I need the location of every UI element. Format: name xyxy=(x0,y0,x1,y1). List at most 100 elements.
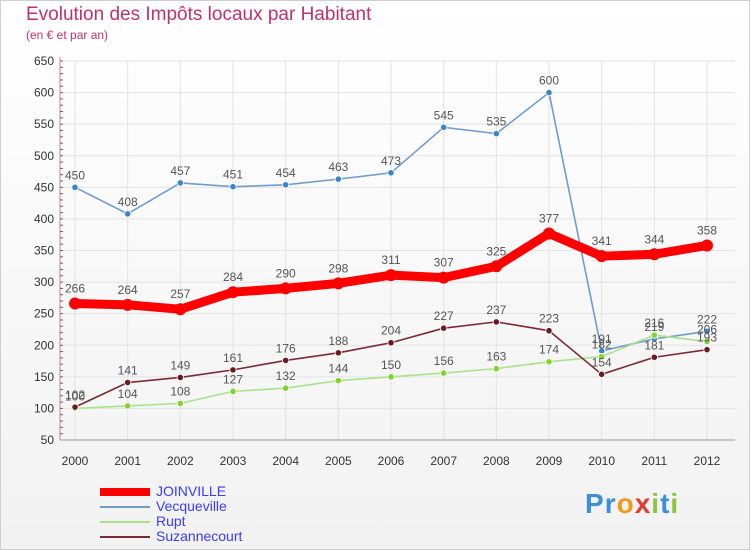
data-point-rupt xyxy=(334,377,342,385)
y-tick-label: 650 xyxy=(34,54,54,68)
legend-label: Suzannecourt xyxy=(156,528,243,544)
data-label-suzannecourt: 237 xyxy=(486,303,506,317)
data-label-rupt: 156 xyxy=(434,354,454,368)
y-tick-label: 300 xyxy=(34,275,54,289)
data-point-joinville xyxy=(332,277,345,290)
x-tick-label: 2002 xyxy=(167,454,194,468)
data-label-joinville: 344 xyxy=(644,232,664,246)
data-point-rupt xyxy=(545,358,553,366)
data-label-vecqueville: 222 xyxy=(697,312,717,326)
data-point-vecqueville xyxy=(545,88,553,97)
data-label-joinville: 264 xyxy=(118,283,138,297)
y-tick-label: 450 xyxy=(34,180,54,194)
data-point-suzannecourt xyxy=(650,353,658,361)
data-point-joinville xyxy=(437,271,450,284)
data-point-vecqueville xyxy=(124,210,132,218)
legend-swatch xyxy=(100,521,150,523)
data-point-vecqueville xyxy=(282,181,290,189)
data-label-vecqueville: 408 xyxy=(118,195,138,209)
y-tick-label: 100 xyxy=(34,401,54,415)
data-point-suzannecourt xyxy=(282,356,290,365)
data-point-vecqueville xyxy=(703,327,711,335)
chart-grid xyxy=(60,60,735,441)
x-tick-label: 2010 xyxy=(588,454,615,468)
data-label-suzannecourt: 149 xyxy=(170,358,190,372)
data-label-rupt: 163 xyxy=(486,350,506,364)
data-label-joinville: 325 xyxy=(486,244,506,258)
data-point-suzannecourt xyxy=(545,327,553,335)
data-label-joinville: 257 xyxy=(170,287,190,301)
data-point-vecqueville xyxy=(334,175,342,183)
data-label-joinville: 377 xyxy=(539,211,559,225)
data-point-joinville xyxy=(385,269,397,282)
data-point-suzannecourt xyxy=(176,373,184,382)
data-point-joinville xyxy=(174,303,187,316)
chart-subtitle: (en € et par an) xyxy=(26,28,109,42)
x-tick-label: 2006 xyxy=(378,454,405,468)
data-label-rupt: 150 xyxy=(381,358,401,372)
data-label-rupt: 206 xyxy=(697,322,717,336)
data-label-suzannecourt: 141 xyxy=(118,364,138,378)
data-label-joinville: 341 xyxy=(592,234,612,248)
x-tick-label: 2007 xyxy=(430,454,457,468)
data-label-vecqueville: 463 xyxy=(328,160,348,174)
data-label-joinville: 358 xyxy=(697,223,717,237)
data-label-rupt: 216 xyxy=(644,316,664,330)
x-tick-label: 2003 xyxy=(220,454,247,468)
data-label-suzannecourt: 176 xyxy=(276,341,296,355)
data-point-rupt xyxy=(176,399,184,407)
x-tick-label: 2012 xyxy=(694,454,721,468)
legend-swatch xyxy=(100,536,150,538)
logo-letter: r xyxy=(604,488,617,519)
y-tick-label: 500 xyxy=(34,149,54,163)
data-point-suzannecourt xyxy=(492,318,500,326)
logo-letter: i xyxy=(651,488,661,519)
chart-series xyxy=(69,88,713,413)
data-point-joinville xyxy=(279,282,292,295)
data-point-suzannecourt xyxy=(440,324,448,332)
logo-letter: x xyxy=(634,488,652,519)
data-label-rupt: 144 xyxy=(328,362,348,376)
data-point-suzannecourt xyxy=(387,339,395,347)
data-label-rupt: 174 xyxy=(539,343,559,357)
x-tick-label: 2005 xyxy=(325,454,352,468)
data-point-joinville xyxy=(69,297,81,310)
data-label-suzannecourt: 102 xyxy=(65,388,85,402)
data-point-joinville xyxy=(227,286,239,299)
y-tick-label: 600 xyxy=(34,86,54,100)
data-label-vecqueville: 535 xyxy=(486,115,506,129)
data-point-rupt xyxy=(440,369,448,377)
data-label-joinville: 307 xyxy=(434,256,454,270)
legend-swatch xyxy=(100,488,150,496)
data-point-rupt xyxy=(598,353,606,361)
data-point-rupt xyxy=(229,387,237,395)
data-point-vecqueville xyxy=(176,179,184,187)
data-point-joinville xyxy=(648,248,661,261)
data-point-rupt xyxy=(492,365,500,373)
data-point-suzannecourt xyxy=(598,370,606,378)
data-label-vecqueville: 191 xyxy=(592,332,612,346)
x-tick-label: 2004 xyxy=(272,454,299,468)
data-label-vecqueville: 219 xyxy=(644,320,664,334)
data-label-rupt: 132 xyxy=(276,369,296,383)
data-label-joinville: 298 xyxy=(328,261,348,275)
y-tick-label: 550 xyxy=(34,117,54,131)
data-point-suzannecourt xyxy=(334,349,342,357)
x-tick-label: 2011 xyxy=(641,454,667,468)
data-point-rupt xyxy=(124,402,132,410)
x-tick-label: 2000 xyxy=(62,454,89,468)
data-point-suzannecourt xyxy=(71,403,79,411)
data-point-suzannecourt xyxy=(229,366,237,374)
data-point-joinville xyxy=(595,250,608,263)
logo-letter: t xyxy=(660,488,671,519)
data-label-suzannecourt: 188 xyxy=(328,334,348,348)
data-label-vecqueville: 450 xyxy=(65,168,85,182)
data-label-suzannecourt: 181 xyxy=(644,338,664,352)
data-point-vecqueville xyxy=(71,183,79,191)
data-point-joinville xyxy=(543,227,555,240)
chart-axes: 50 100 150 200 250 300 350 400 450 500 550 600 650 20… xyxy=(34,54,735,468)
x-tick-label: 2008 xyxy=(483,454,510,468)
data-label-vecqueville: 454 xyxy=(276,166,296,180)
x-tick-label: 2001 xyxy=(114,454,141,468)
logo-letter: P xyxy=(585,488,605,519)
